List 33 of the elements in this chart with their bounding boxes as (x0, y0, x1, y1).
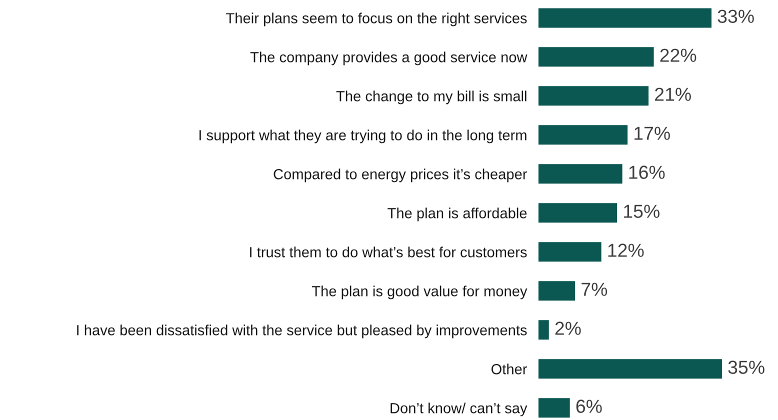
y-tick-label: The plan is affordable (388, 208, 527, 222)
data-label: 15% (624, 204, 660, 218)
bar (538, 281, 576, 301)
data-label: 2% (555, 322, 581, 335)
bar (538, 242, 602, 262)
y-tick-label: Other (491, 364, 528, 374)
bar (538, 47, 654, 67)
data-label: 16% (629, 166, 665, 179)
y-tick-label: I trust them to do what’s best for customers (250, 246, 527, 258)
y-tick-label: The change to my bill is small (336, 90, 526, 104)
data-label: 35% (728, 360, 764, 374)
data-label: 33% (718, 10, 754, 23)
data-label: 21% (655, 88, 691, 101)
bar (538, 164, 622, 184)
bar (538, 320, 549, 340)
data-label: 7% (582, 282, 608, 296)
y-tick-label: I support what they are trying to do in the long term (200, 130, 526, 144)
bar (538, 203, 618, 223)
bar (538, 86, 649, 106)
y-tick-label: Compared to energy prices it’s cheaper (274, 168, 528, 182)
data-label: 6% (576, 400, 602, 413)
data-label: 17% (634, 126, 670, 140)
bar (538, 398, 570, 418)
y-tick-label: I have been dissatisfied with the service but pleased by improvements (77, 324, 527, 338)
data-label: 22% (660, 48, 696, 62)
y-tick-label: The plan is good value for money (312, 286, 528, 300)
data-label: 12% (608, 244, 644, 257)
y-tick-label: Don’t know/ can’t say (390, 402, 528, 416)
y-tick-label: Their plans seem to focus on the right services (226, 12, 527, 26)
bar (538, 8, 712, 28)
bar (538, 359, 722, 379)
y-tick-label: The company provides a good service now (250, 52, 528, 66)
bar (538, 125, 628, 145)
